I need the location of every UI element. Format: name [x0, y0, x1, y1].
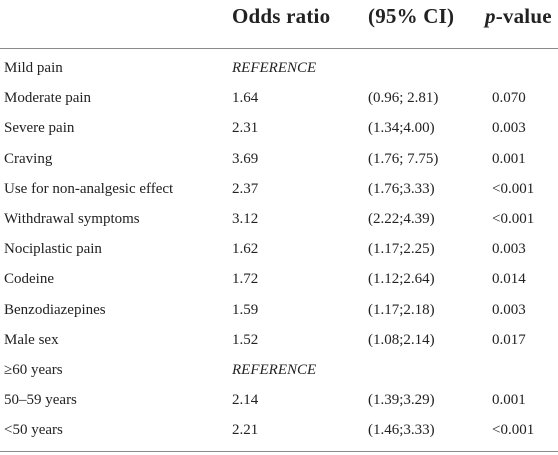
row-ci: (1.12;2.64): [368, 271, 435, 288]
row-label: <50 years: [4, 422, 63, 439]
row-label: Moderate pain: [4, 90, 92, 107]
row-p-value: <0.001: [492, 422, 535, 439]
row-odds-ratio: 1.62: [232, 241, 259, 258]
row-odds-ratio: 2.31: [232, 120, 259, 137]
row-odds-ratio: 1.52: [232, 331, 259, 348]
row-ci: (1.17;2.25): [368, 241, 435, 258]
row-odds-ratio: 3.12: [232, 210, 259, 227]
table-row: Moderate pain 1.64 (0.96; 2.81) 0.070: [0, 83, 558, 113]
table-row: Codeine 1.72 (1.12;2.64) 0.014: [0, 264, 558, 294]
row-label: Craving: [4, 150, 53, 167]
table-row: Withdrawal symptoms 3.12 (2.22;4.39) <0.…: [0, 204, 558, 234]
table-row: ≥60 years REFERENCE: [0, 355, 558, 385]
row-odds-ratio: 2.14: [232, 392, 259, 409]
row-p-value: 0.003: [492, 241, 526, 258]
odds-ratio-table: Odds ratio (95% CI) p-value Mild pain RE…: [0, 0, 558, 445]
row-ci: (1.76; 7.75): [368, 150, 439, 167]
row-label: Mild pain: [4, 60, 63, 76]
row-p-value: 0.001: [492, 392, 526, 409]
table-row: Severe pain 2.31 (1.34;4.00) 0.003: [0, 113, 558, 143]
row-p-value: 0.070: [492, 90, 526, 107]
header-95-ci: (95% CI): [368, 4, 455, 28]
table-row: Male sex 1.52 (1.08;2.14) 0.017: [0, 325, 558, 355]
row-odds-ratio: 1.72: [232, 271, 259, 288]
row-label: ≥60 years: [4, 361, 63, 378]
row-ci: (1.39;3.29): [368, 392, 435, 409]
row-p-value: 0.003: [492, 301, 526, 318]
row-odds-ratio: 1.64: [232, 90, 259, 107]
row-label: Severe pain: [4, 120, 75, 137]
header-p-value: p-value: [485, 4, 552, 29]
table-row: Craving 3.69 (1.76; 7.75) 0.001: [0, 144, 558, 174]
row-ci: (1.17;2.18): [368, 301, 435, 318]
row-odds-ratio: REFERENCE: [232, 361, 317, 378]
row-ci: (1.34;4.00): [368, 120, 435, 137]
table-header-row: Odds ratio (95% CI) p-value: [0, 0, 558, 49]
row-label: Withdrawal symptoms: [4, 210, 140, 227]
table-row: Nociplastic pain 1.62 (1.17;2.25) 0.003: [0, 234, 558, 264]
table-row: 50–59 years 2.14 (1.39;3.29) 0.001: [0, 385, 558, 415]
row-label: Use for non-analgesic effect: [4, 180, 174, 197]
header-p-italic: p: [485, 4, 496, 28]
table-row: Mild pain REFERENCE: [0, 53, 558, 83]
row-p-value: 0.014: [492, 271, 526, 288]
row-odds-ratio: 2.37: [232, 180, 259, 197]
row-ci: (1.76;3.33): [368, 180, 435, 197]
row-odds-ratio: 2.21: [232, 422, 259, 439]
row-p-value: <0.001: [492, 180, 535, 197]
row-p-value: 0.017: [492, 331, 526, 348]
row-ci: (2.22;4.39): [368, 210, 435, 227]
header-p-rest: -value: [495, 4, 552, 28]
table-row: Use for non-analgesic effect 2.37 (1.76;…: [0, 174, 558, 204]
row-ci: (1.08;2.14): [368, 331, 435, 348]
table-row: Benzodiazepines 1.59 (1.17;2.18) 0.003: [0, 295, 558, 325]
table-row: <50 years 2.21 (1.46;3.33) <0.001: [0, 415, 558, 445]
row-label: Benzodiazepines: [4, 301, 106, 318]
row-label: 50–59 years: [4, 392, 77, 409]
row-label: Nociplastic pain: [4, 241, 102, 258]
row-p-value: 0.003: [492, 120, 526, 137]
header-odds-ratio: Odds ratio: [232, 4, 331, 28]
row-label: Male sex: [4, 331, 59, 348]
row-ci: (0.96; 2.81): [368, 90, 439, 107]
row-p-value: 0.001: [492, 150, 526, 167]
row-odds-ratio: REFERENCE: [232, 60, 317, 76]
row-odds-ratio: 3.69: [232, 150, 259, 167]
table-body: Mild pain REFERENCE Moderate pain 1.64 (…: [0, 49, 558, 445]
row-ci: (1.46;3.33): [368, 422, 435, 439]
table-bottom-rule: [0, 451, 558, 452]
row-label: Codeine: [4, 271, 54, 288]
row-p-value: <0.001: [492, 210, 535, 227]
row-odds-ratio: 1.59: [232, 301, 259, 318]
